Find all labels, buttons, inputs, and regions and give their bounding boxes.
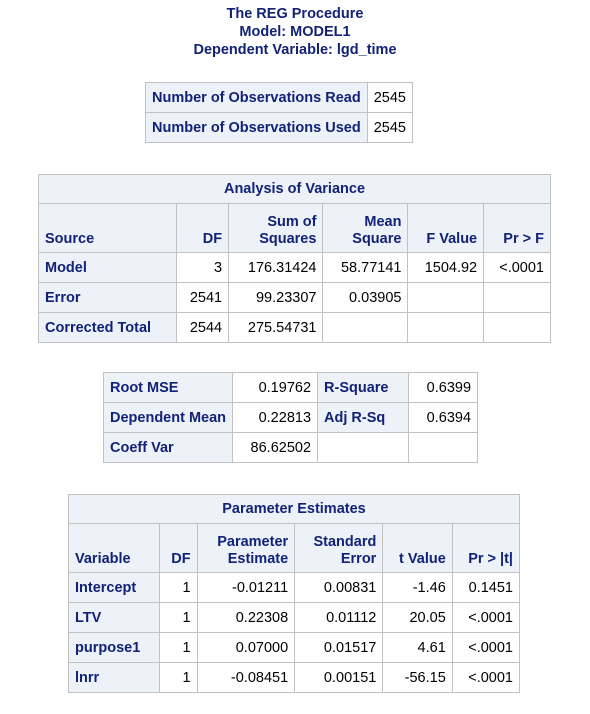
row-label: Root MSE [102,372,234,403]
cell-std-error: 0.00151 [294,662,384,693]
col-header-sum-of-squares: Sum of Squares [228,203,324,253]
row-label: Dependent Mean [102,402,234,433]
cell-value: 2545 [366,82,413,113]
row-label: Coeff Var [102,432,234,463]
cell-t-value: -1.46 [382,572,453,603]
parameter-estimates-table: Parameter Estimates Variable DF Paramete… [68,494,521,693]
cell-t-value: 20.05 [382,602,453,633]
row-label: R-Square [317,372,410,403]
cell-ms: 58.77141 [322,252,409,283]
row-label: Number of Observations Used [145,112,368,143]
procedure-titles: The REG Procedure Model: MODEL1 Dependen… [0,5,590,59]
col-header-df: DF [175,203,230,253]
cell-estimate: -0.08451 [196,662,296,693]
cell-ms [322,312,409,343]
col-header-mean-square: Mean Square [322,203,409,253]
cell-df: 2544 [175,312,230,343]
table-row: Dependent Mean 0.22813 Adj R-Sq 0.6394 [102,402,479,433]
empty-cell [408,432,479,463]
col-header-source: Source [38,203,177,253]
col-header-parameter-estimate: Parameter Estimate [196,523,296,573]
table-row: lnrr 1 -0.08451 0.00151 -56.15 <.0001 [68,662,521,693]
empty-cell [317,432,410,463]
cell-df: 2541 [175,282,230,313]
table-row: purpose1 1 0.07000 0.01517 4.61 <.0001 [68,632,521,663]
anova-title: Analysis of Variance [38,174,551,204]
dependent-variable-title: Dependent Variable: lgd_time [193,42,397,58]
row-label: lnrr [68,662,160,693]
cell-ss: 275.54731 [228,312,324,343]
table-header-row: Variable DF Parameter Estimate Standard Er… [68,523,521,573]
cell-p: <.0001 [451,632,521,663]
col-header-f-value: F Value [407,203,485,253]
observations-table: Number of Observations Read 2545 Number … [145,82,413,143]
cell-p: 0.1451 [451,572,521,603]
col-header-variable: Variable [68,523,160,573]
fit-statistics-table: Root MSE 0.19762 R-Square 0.6399 Depende… [102,372,479,463]
model-title: Model: MODEL1 [239,24,351,40]
table-row: Number of Observations Read 2545 [145,82,413,113]
cell-estimate: -0.01211 [196,572,296,603]
cell-value: 0.6399 [408,372,479,403]
anova-table: Analysis of Variance Source DF Sum of Squ… [38,174,551,343]
cell-df: 1 [158,662,198,693]
cell-value: 2545 [366,112,413,143]
cell-std-error: 0.01517 [294,632,384,663]
cell-value: 0.22813 [232,402,319,433]
table-header-row: Source DF Sum of Squares Mean Square F Val… [38,203,551,253]
table-row: LTV 1 0.22308 0.01112 20.05 <.0001 [68,602,521,633]
col-header-pr-f: Pr > F [483,203,551,253]
row-label: purpose1 [68,632,160,663]
row-label: Adj R-Sq [317,402,410,433]
cell-df: 1 [158,602,198,633]
row-label: Corrected Total [38,312,177,343]
cell-std-error: 0.01112 [294,602,384,633]
cell-p [483,282,551,313]
table-caption-row: Analysis of Variance [38,174,551,204]
procedure-title: The REG Procedure [226,6,364,22]
cell-f [407,312,485,343]
row-label: Error [38,282,177,313]
cell-value: 86.62502 [232,432,319,463]
cell-value: 0.19762 [232,372,319,403]
table-row: Root MSE 0.19762 R-Square 0.6399 [102,372,479,403]
table-row: Error 2541 99.23307 0.03905 [38,282,551,313]
col-header-df: DF [158,523,198,573]
cell-estimate: 0.07000 [196,632,296,663]
cell-f: 1504.92 [407,252,485,283]
table-row: Model 3 176.31424 58.77141 1504.92 <.000… [38,252,551,283]
cell-df: 1 [158,572,198,603]
col-header-standard-error: Standard Error [294,523,384,573]
table-row: Corrected Total 2544 275.54731 [38,312,551,343]
cell-df: 3 [175,252,230,283]
row-label: LTV [68,602,160,633]
table-row: Intercept 1 -0.01211 0.00831 -1.46 0.145… [68,572,521,603]
cell-df: 1 [158,632,198,663]
cell-t-value: 4.61 [382,632,453,663]
cell-estimate: 0.22308 [196,602,296,633]
cell-p: <.0001 [451,662,521,693]
cell-p [483,312,551,343]
cell-value: 0.6394 [408,402,479,433]
col-header-t-value: t Value [382,523,453,573]
table-row: Number of Observations Used 2545 [145,112,413,143]
table-caption-row: Parameter Estimates [68,494,520,524]
row-label: Model [38,252,177,283]
cell-ms: 0.03905 [322,282,409,313]
cell-p: <.0001 [451,602,521,633]
cell-std-error: 0.00831 [294,572,384,603]
table-row: Coeff Var 86.62502 [102,432,479,463]
cell-p: <.0001 [483,252,551,283]
row-label: Intercept [68,572,160,603]
parameter-estimates-title: Parameter Estimates [68,494,520,524]
cell-ss: 176.31424 [228,252,324,283]
cell-f [407,282,485,313]
row-label: Number of Observations Read [145,82,368,113]
cell-t-value: -56.15 [382,662,453,693]
cell-ss: 99.23307 [228,282,324,313]
col-header-pr-t: Pr > |t| [451,523,521,573]
